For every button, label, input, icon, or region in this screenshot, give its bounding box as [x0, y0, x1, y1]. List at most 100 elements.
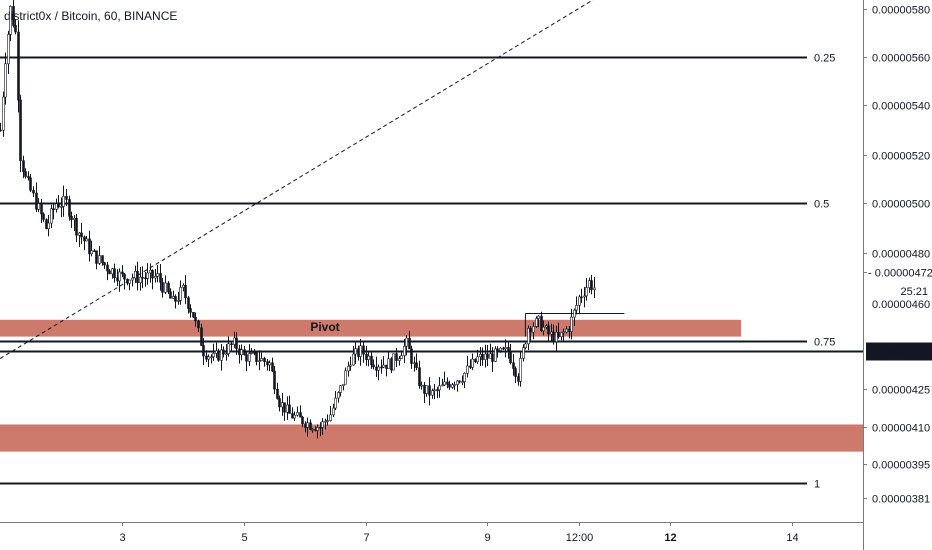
candle — [250, 347, 253, 355]
candle — [123, 273, 126, 290]
candle-body — [481, 354, 484, 360]
candle — [349, 356, 352, 371]
candle-body — [441, 384, 444, 387]
candle-body — [111, 268, 114, 275]
candle-body — [382, 364, 385, 368]
candle — [311, 428, 314, 433]
candle-body — [456, 380, 459, 385]
price-tick: 0.00000410 — [863, 423, 930, 435]
candle-body — [253, 352, 256, 354]
candle — [177, 291, 180, 305]
candle — [580, 288, 583, 304]
candle — [106, 261, 109, 281]
candle — [273, 365, 276, 394]
candle — [372, 359, 375, 370]
candle-body — [593, 287, 596, 290]
candle-body — [250, 352, 253, 354]
candle — [593, 277, 596, 299]
candle — [387, 351, 390, 369]
candle — [80, 222, 83, 244]
candle — [4, 52, 7, 105]
candle — [37, 198, 40, 213]
candle — [7, 30, 10, 75]
candle-body — [392, 353, 395, 371]
time-tick-label: 5 — [241, 532, 247, 544]
dashed-trendline — [0, 0, 594, 360]
fib-label: 0.5 — [814, 199, 829, 211]
candle-body — [248, 353, 251, 362]
candle — [238, 344, 241, 364]
candle-body — [238, 348, 241, 356]
fib-level-0.25: 0.25 — [0, 53, 835, 65]
candle-body — [316, 427, 319, 431]
candle-body — [344, 370, 347, 385]
candle — [540, 311, 543, 332]
candle — [448, 380, 451, 390]
candle — [382, 356, 385, 369]
candle-body — [309, 422, 312, 430]
candle-body — [491, 353, 494, 362]
candle — [433, 383, 436, 400]
fib-level-1: 1 — [0, 479, 820, 491]
candle — [141, 266, 144, 289]
candle-body — [184, 285, 187, 299]
candle — [65, 188, 68, 206]
candle-body — [65, 195, 68, 200]
candle — [476, 349, 479, 364]
candle-body — [70, 216, 73, 221]
candle — [491, 347, 494, 372]
candle-body — [197, 320, 200, 329]
time-tick: 5 — [241, 522, 248, 544]
candle — [570, 309, 573, 340]
candle-body — [227, 343, 230, 354]
candle-body — [463, 372, 466, 382]
candle — [2, 91, 5, 137]
candle-body — [73, 217, 76, 221]
candle-body — [509, 351, 512, 364]
candle — [288, 395, 291, 414]
candle-body — [583, 295, 586, 298]
countdown-text: 25:21 — [900, 286, 928, 298]
candle-body — [565, 328, 568, 333]
candle-body — [557, 331, 560, 338]
candle — [496, 346, 499, 358]
zone-1 — [0, 424, 863, 452]
candle — [392, 353, 395, 371]
fib-label: 0.75 — [814, 337, 835, 349]
candle — [225, 344, 228, 361]
time-tick: 12 — [664, 522, 677, 544]
candle-body — [172, 296, 175, 299]
candle — [431, 388, 434, 399]
candle — [344, 367, 347, 385]
candle-body — [255, 352, 258, 362]
price-tick-label: 0.00000580 — [872, 5, 930, 17]
candle — [101, 255, 104, 266]
candle-body — [570, 316, 573, 332]
candle-body — [50, 208, 53, 224]
candle — [438, 377, 441, 398]
candle — [88, 230, 91, 262]
candle-body — [220, 349, 223, 361]
candle — [332, 403, 335, 418]
candle-body — [22, 160, 25, 172]
candle — [27, 171, 30, 181]
candle-body — [362, 345, 365, 355]
candle-body — [154, 276, 157, 279]
candle-body — [311, 429, 314, 431]
candle — [118, 268, 121, 292]
candle-body — [352, 353, 355, 366]
candle — [590, 274, 593, 295]
candle-body — [258, 360, 261, 362]
candle-body — [177, 300, 180, 302]
candle-body — [75, 217, 78, 236]
candle — [296, 406, 299, 417]
candle-body — [0, 129, 2, 132]
candle-body — [377, 366, 380, 371]
candle-body — [200, 327, 203, 346]
candle-body — [83, 236, 86, 242]
candle-body — [24, 171, 27, 177]
candle-body — [535, 318, 538, 327]
candle — [121, 265, 124, 278]
candle — [337, 391, 340, 403]
